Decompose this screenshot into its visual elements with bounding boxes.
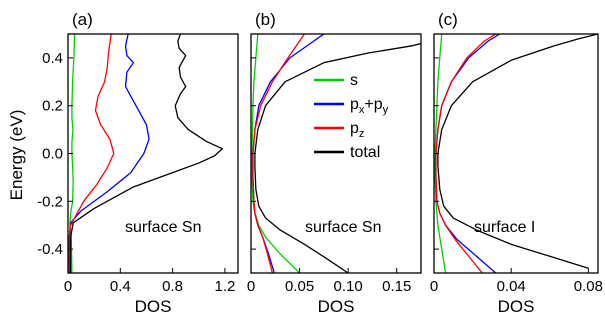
legend: s px+py pz total — [314, 72, 389, 161]
panel-b: (b) 0 0.05 0.10 0.15 surface Sn DOS — [247, 10, 422, 316]
y-tick-label: -0.4 — [37, 241, 63, 258]
series-line-b-total — [254, 42, 421, 273]
y-tick-label: 0.2 — [42, 98, 63, 115]
panel-c-annotation: surface I — [474, 219, 535, 236]
legend-label-total: total — [350, 144, 380, 161]
legend-label-pz: pz — [350, 120, 364, 140]
series-line-b-s — [251, 34, 301, 273]
panel-b-x-axis-label: DOS — [318, 297, 355, 316]
x-tick-label-b: 0.15 — [382, 278, 411, 295]
legend-entry-total: total — [314, 144, 380, 161]
x-tick-label-c: 0 — [430, 278, 438, 295]
panel-b-plot-area: 0 0.05 0.10 0.15 — [247, 34, 421, 295]
x-tick-label-a: 0 — [64, 278, 72, 295]
legend-entry-s: s — [314, 72, 358, 89]
y-tick-label: -0.2 — [37, 193, 63, 210]
y-tick-label: 0.4 — [42, 50, 63, 67]
legend-label-s: s — [350, 72, 358, 89]
legend-label-pxpy: px+py — [350, 96, 389, 116]
series-line-c-total — [437, 34, 598, 269]
x-tick-label-a: 1.2 — [214, 278, 235, 295]
series-line-c-pz — [435, 34, 497, 273]
panel-b-annotation: surface Sn — [305, 219, 381, 236]
x-tick-label-b: 0.10 — [334, 278, 363, 295]
x-tick-label-c: 0.08 — [574, 278, 603, 295]
panel-c-frame — [433, 33, 599, 274]
panel-c: (c) 0 0.04 0.08 surface I DOS — [430, 10, 603, 316]
series-line-a-total — [69, 34, 223, 273]
panel-a-frame — [67, 33, 239, 274]
x-tick-label-a: 0.8 — [162, 278, 183, 295]
panel-a-plot-area: 0 0.4 0.8 1.2 -0.4 -0.2 0.0 0.2 0.4 — [37, 34, 235, 295]
legend-entry-pz: pz — [314, 120, 364, 140]
series-line-b-pxpy — [252, 34, 325, 273]
y-axis-label: Energy (eV) — [7, 110, 26, 201]
y-tick-label: 0.0 — [42, 146, 63, 163]
panel-c-x-axis-label: DOS — [498, 297, 535, 316]
x-tick-label-b: 0.05 — [285, 278, 314, 295]
series-line-c-pxpy — [435, 34, 500, 273]
panel-c-plot-area: 0 0.04 0.08 — [430, 34, 603, 295]
legend-entry-pxpy: px+py — [314, 96, 389, 116]
panel-label-c: (c) — [438, 10, 458, 29]
series-line-a-pxpy — [68, 34, 150, 273]
series-line-a-pz — [68, 34, 115, 273]
panel-label-a: (a) — [72, 10, 93, 29]
series-line-b-pz — [252, 34, 305, 273]
x-tick-label-b: 0 — [247, 278, 255, 295]
panel-a: (a) 0 0.4 0.8 1.2 -0.4 -0.2 0.0 0.2 0.4 surface … — [37, 10, 239, 316]
x-tick-label-a: 0.4 — [110, 278, 131, 295]
x-tick-label-c: 0.04 — [497, 278, 526, 295]
panel-label-b: (b) — [255, 10, 276, 29]
panel-b-frame — [250, 33, 422, 274]
panel-a-annotation: surface Sn — [125, 219, 201, 236]
panel-a-x-axis-label: DOS — [135, 297, 172, 316]
